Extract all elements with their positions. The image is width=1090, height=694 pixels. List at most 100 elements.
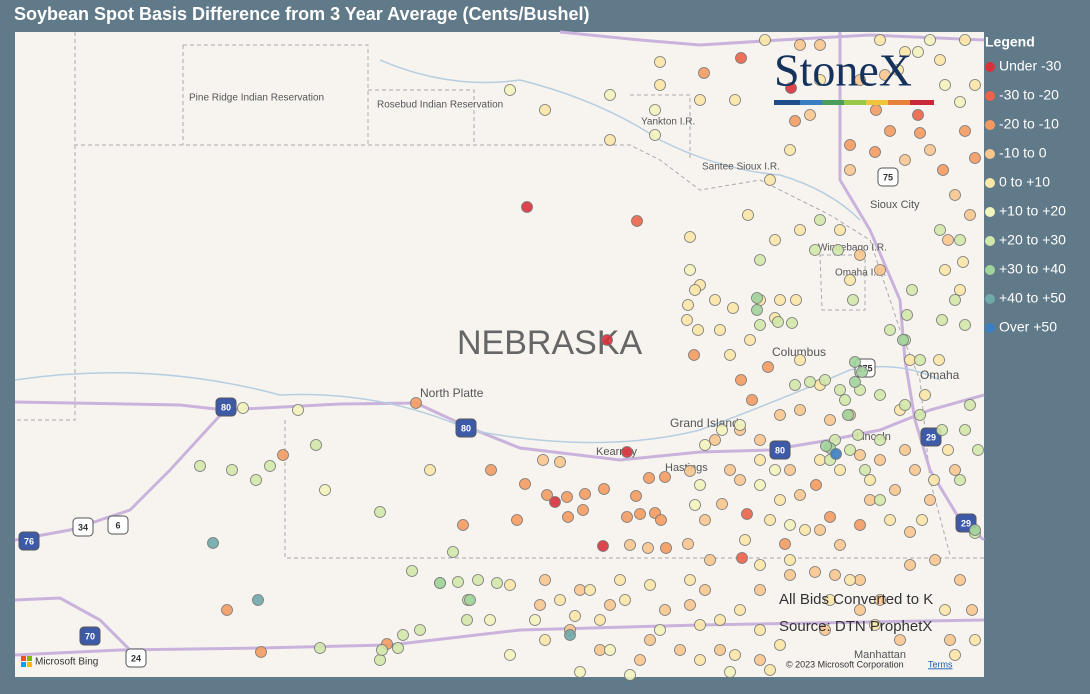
logo-bar — [844, 100, 866, 105]
bing-text: Microsoft Bing — [35, 657, 98, 668]
legend-label: +40 to +50 — [999, 290, 1066, 306]
map-dot — [949, 294, 961, 306]
legend-label: 0 to +10 — [999, 174, 1050, 190]
map-dot — [434, 577, 446, 589]
shield-bg — [455, 418, 477, 438]
map-dot — [698, 67, 710, 79]
shield-label: 34 — [78, 522, 88, 532]
map-dot — [834, 464, 846, 476]
map-dot — [814, 214, 826, 226]
dots — [194, 34, 984, 681]
map-dot — [864, 494, 876, 506]
map-dot — [957, 256, 969, 268]
map-dot — [959, 34, 971, 46]
map-dot — [936, 314, 948, 326]
map-dot — [919, 389, 931, 401]
map-dot — [809, 566, 821, 578]
map-dot — [724, 666, 736, 678]
map-dot — [504, 84, 516, 96]
map-dot — [754, 254, 766, 266]
legend-swatch — [985, 91, 995, 101]
shield-bg — [79, 626, 101, 646]
map-dot — [964, 399, 976, 411]
map-dot — [874, 264, 886, 276]
map-dot — [689, 499, 701, 511]
map-dot — [939, 264, 951, 276]
place-label: Grand Island — [670, 416, 739, 430]
map-dot — [549, 496, 561, 508]
map-dot — [969, 152, 981, 164]
map-dot — [954, 574, 966, 586]
map-dot — [794, 404, 806, 416]
map-dot — [844, 574, 856, 586]
map-dot — [894, 634, 906, 646]
map-dot — [614, 574, 626, 586]
map-dot — [554, 456, 566, 468]
map-dot — [319, 484, 331, 496]
map-dot — [764, 514, 776, 526]
map-dot — [562, 511, 574, 523]
map-dot — [504, 649, 516, 661]
map-dot — [769, 234, 781, 246]
map-dot — [934, 54, 946, 66]
map-dot — [764, 664, 776, 676]
map-dot — [237, 402, 249, 414]
map-dot — [954, 96, 966, 108]
map-dot — [949, 464, 961, 476]
map-dot — [735, 374, 747, 386]
map-dot — [790, 294, 802, 306]
map-dot — [574, 584, 586, 596]
map-dot — [682, 538, 694, 550]
map-dot — [250, 474, 262, 486]
logo-bar — [888, 100, 910, 105]
map-dot — [534, 599, 546, 611]
map-dot — [972, 444, 984, 456]
map-dot — [824, 594, 836, 606]
map-dot — [844, 444, 856, 456]
map-dot — [619, 594, 631, 606]
map-background — [15, 32, 984, 677]
map-dot — [659, 471, 671, 483]
map-dot — [574, 666, 586, 678]
map-dot — [221, 604, 233, 616]
map-dot — [842, 409, 854, 421]
map-dot — [724, 464, 736, 476]
shield-label: 80 — [461, 423, 471, 433]
map-dot — [724, 349, 736, 361]
map-dot — [604, 134, 616, 146]
map-dot — [814, 524, 826, 536]
highway-shield: 76 — [18, 531, 40, 551]
map-dot — [914, 354, 926, 366]
shield-bg — [215, 397, 237, 417]
map-dot — [734, 474, 746, 486]
map-dot — [644, 579, 656, 591]
map-dot — [944, 634, 956, 646]
map-dot — [904, 526, 916, 538]
map-dot — [654, 79, 666, 91]
shield-bg — [18, 531, 40, 551]
map-dot — [849, 356, 861, 368]
map-dot — [736, 552, 748, 564]
map-dot — [674, 644, 686, 656]
map-dot — [832, 244, 844, 256]
map-dot — [854, 449, 866, 461]
highway-shield: 6 — [107, 515, 129, 535]
legend-swatch — [985, 120, 995, 130]
map-dot — [754, 584, 766, 596]
map-dot — [539, 104, 551, 116]
map-dot — [654, 56, 666, 68]
map-dot — [964, 209, 976, 221]
map-dot — [374, 654, 386, 666]
map-dot — [779, 538, 791, 550]
map-dot — [804, 376, 816, 388]
highway-shield: 80 — [455, 418, 477, 438]
map-dot — [397, 629, 409, 641]
map-dot — [660, 542, 672, 554]
map-dot — [774, 494, 786, 506]
terms-link[interactable]: Terms — [928, 659, 953, 669]
map-dot — [762, 361, 774, 373]
map-dot — [954, 284, 966, 296]
map-dot — [491, 577, 503, 589]
map-dot — [969, 79, 981, 91]
map-dot — [936, 424, 948, 436]
